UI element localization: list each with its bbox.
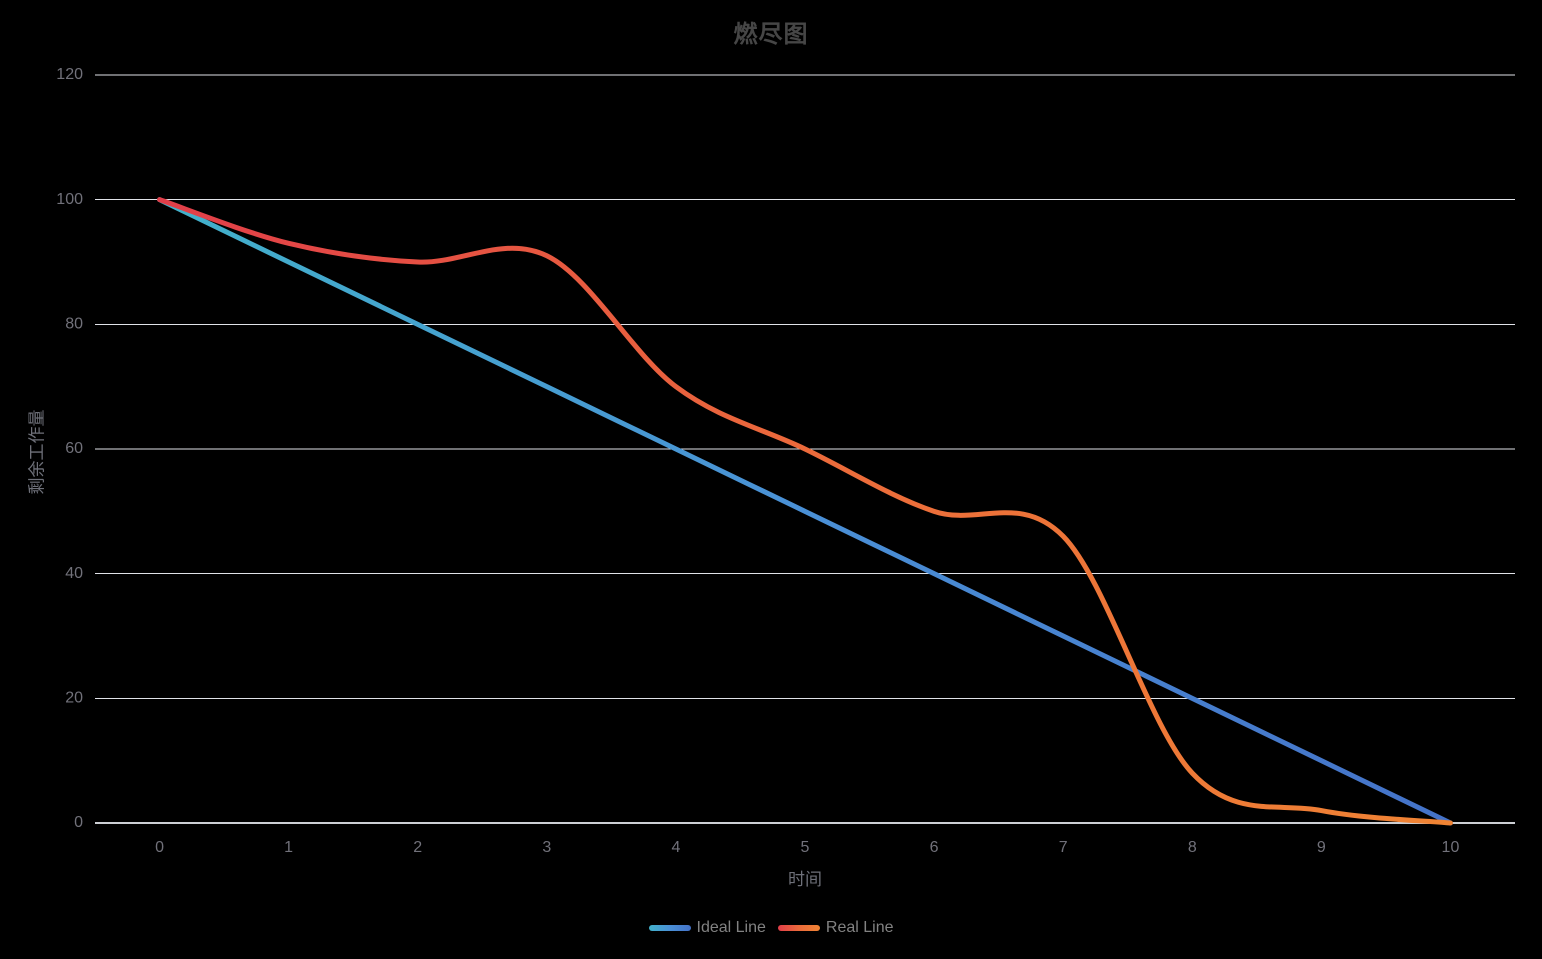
x-tick-label: 9	[1317, 839, 1326, 856]
x-tick-label: 10	[1442, 839, 1460, 856]
chart-title: 燃尽图	[733, 21, 809, 48]
y-tick-label: 60	[65, 440, 83, 457]
y-tick-label: 80	[65, 316, 83, 333]
x-tick-label: 6	[930, 839, 939, 856]
legend-label-ideal-line: Ideal Line	[696, 919, 766, 936]
ideal-line	[157, 197, 1453, 826]
real-line-swatch	[777, 925, 820, 931]
x-tick-label: 4	[671, 839, 680, 856]
legend-item-ideal-line[interactable]: Ideal Line	[648, 919, 766, 937]
ideal-line-swatch	[648, 925, 691, 931]
x-tick-label: 2	[413, 839, 422, 856]
y-tick-label: 20	[65, 690, 83, 707]
x-tick-label: 3	[542, 839, 551, 856]
x-tick-label: 1	[284, 839, 293, 856]
real-line	[157, 197, 1453, 826]
y-axis-title: 剩余工作量	[27, 409, 47, 495]
x-tick-label: 8	[1188, 839, 1197, 856]
legend: Ideal Line Real Line	[0, 919, 1542, 937]
y-tick-label: 40	[65, 565, 83, 582]
legend-item-real-line[interactable]: Real Line	[777, 919, 894, 937]
y-tick-label: 100	[56, 191, 83, 208]
x-tick-label: 5	[801, 839, 810, 856]
x-axis-title: 时间	[788, 870, 822, 889]
x-tick-label: 0	[155, 839, 164, 856]
x-tick-label: 7	[1059, 839, 1068, 856]
legend-label-real-line: Real Line	[825, 919, 894, 936]
y-tick-label: 120	[56, 66, 83, 83]
y-tick-label: 0	[74, 814, 83, 831]
